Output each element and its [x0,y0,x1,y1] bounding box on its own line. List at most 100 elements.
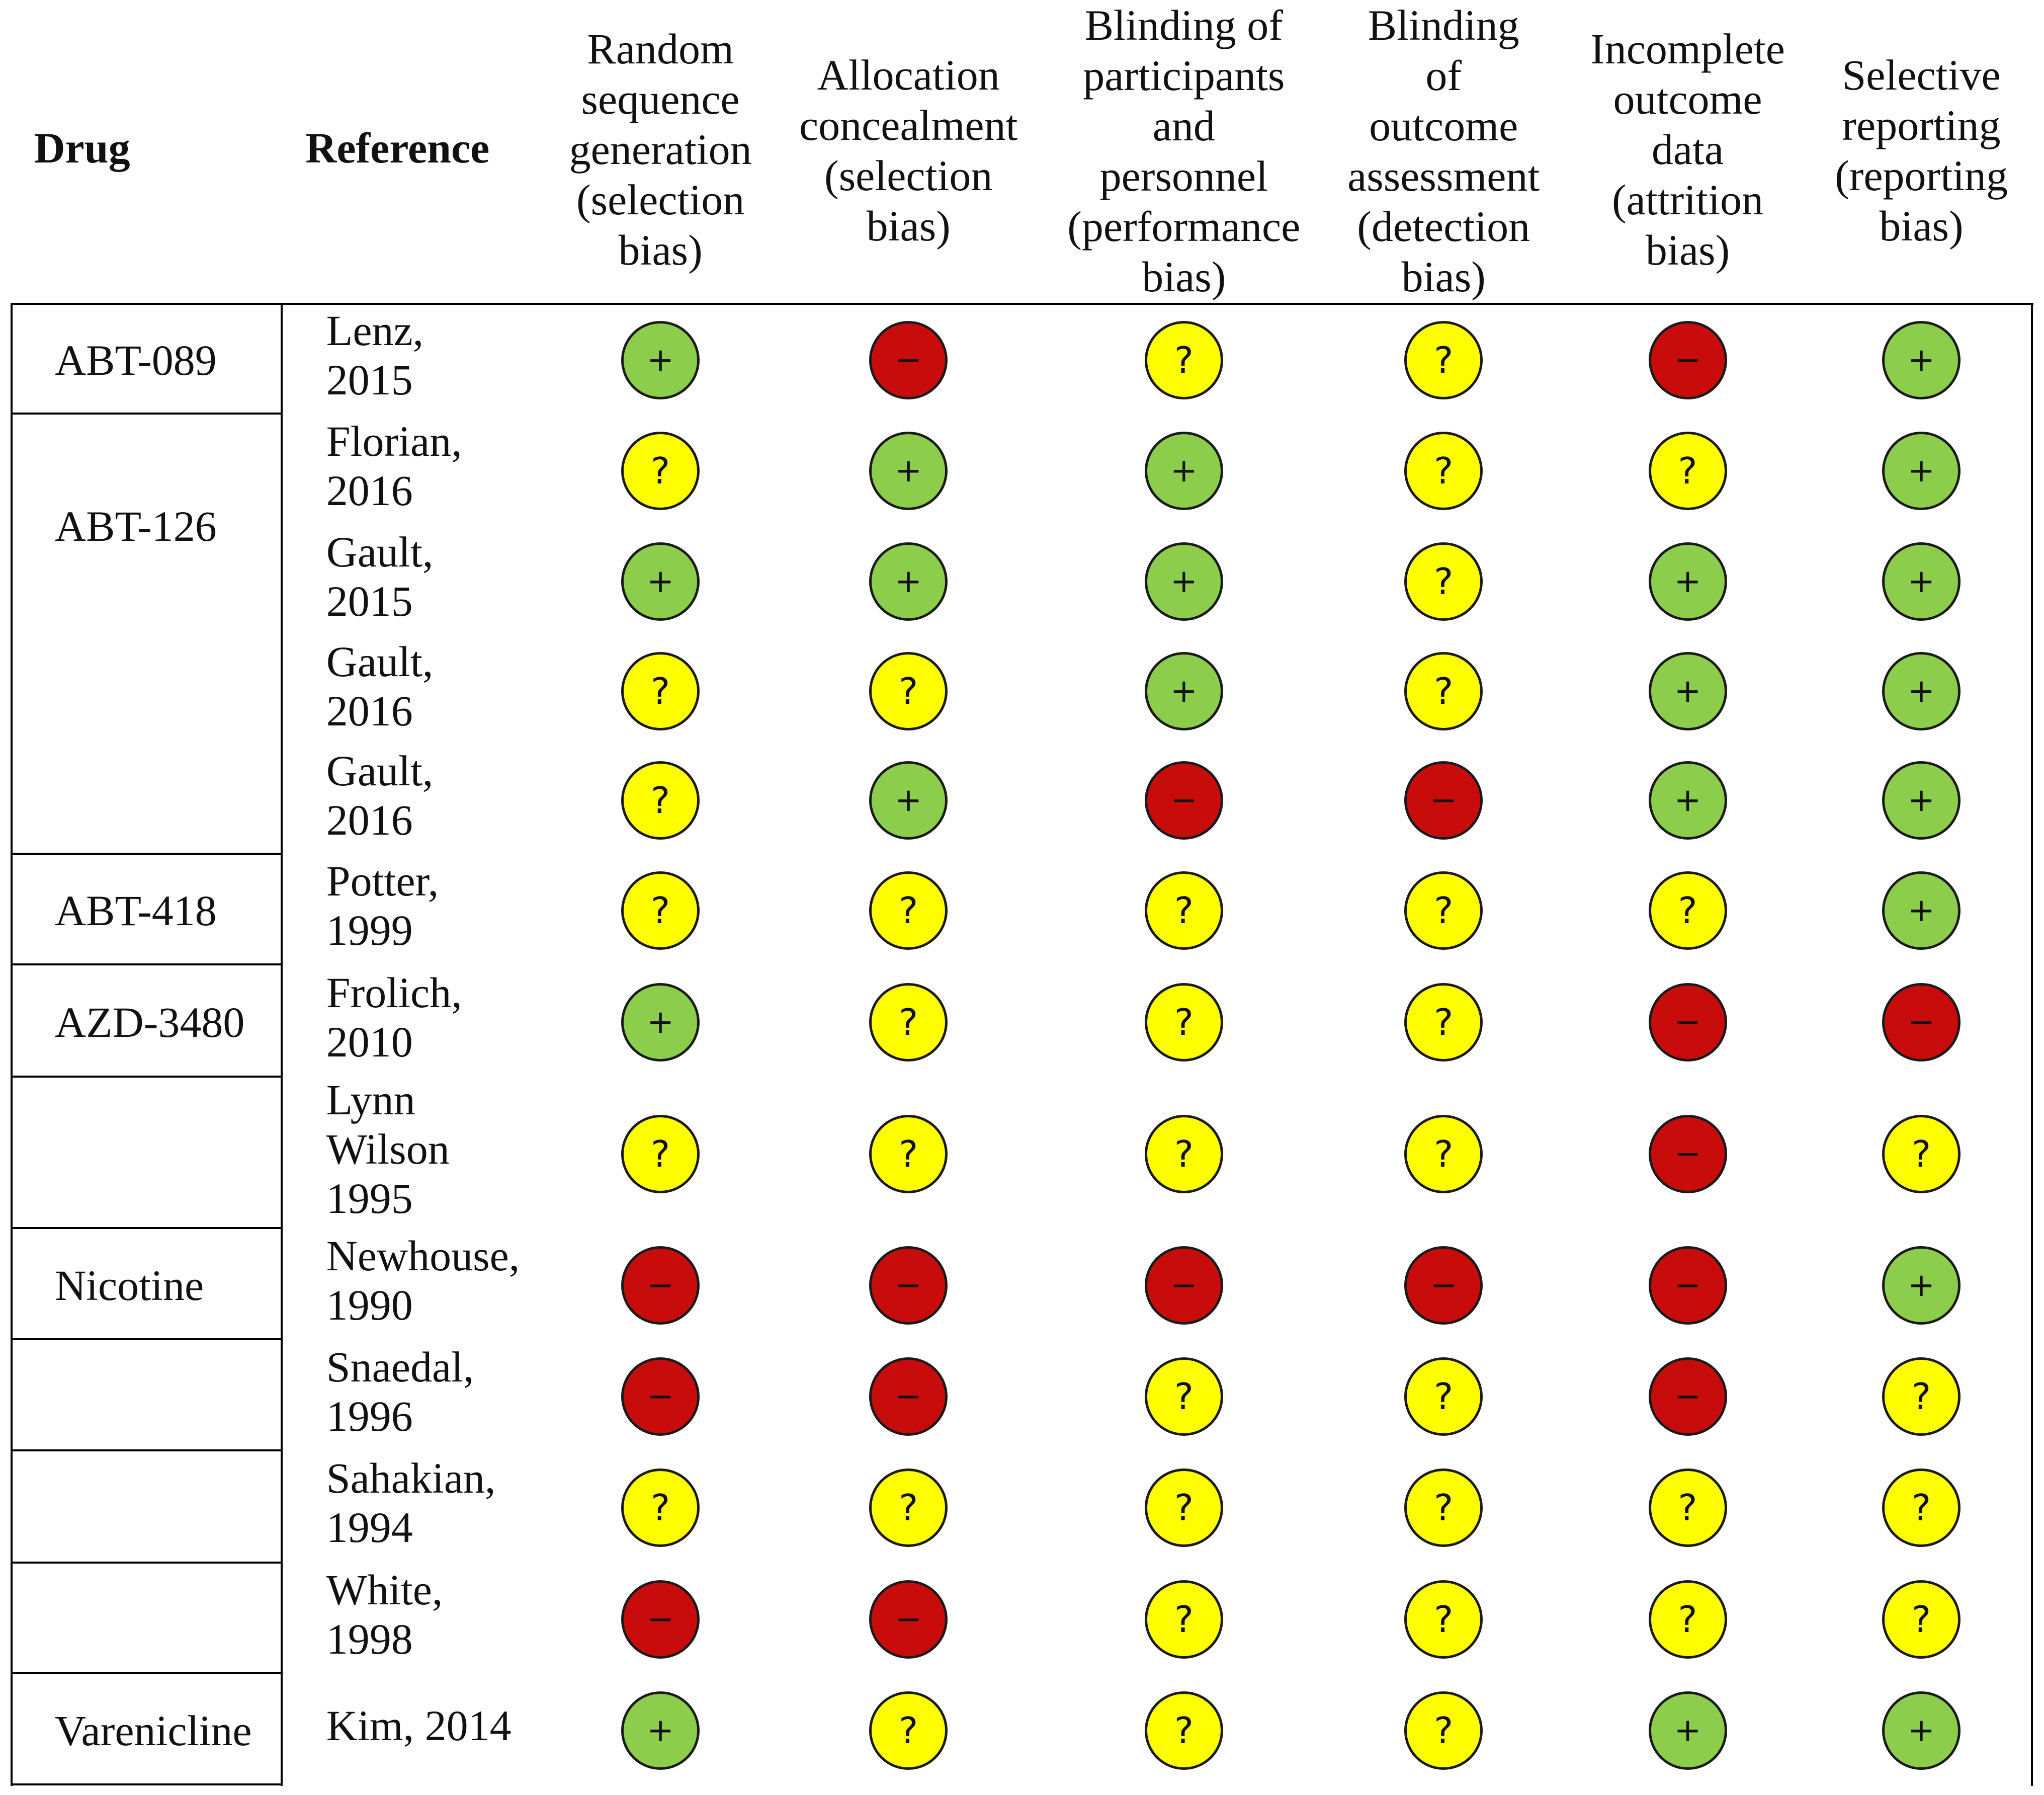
rating-low-icon: + [869,431,948,510]
reference-10: Snaedal, 1996 [326,1342,474,1440]
rating-low-icon: + [1144,431,1223,510]
rating-unclear-icon: ? [1648,871,1727,950]
rating-unclear-icon: ? [1404,871,1483,950]
drug-group-rule [10,1672,282,1675]
reference-9: Newhouse, 1990 [326,1231,520,1329]
rating-low-icon: + [1882,431,1961,510]
rating-low-icon: + [621,1691,700,1770]
rating-unclear-icon: ? [1404,542,1483,621]
drug-column-rule [280,303,283,1786]
drug-name: ABT-418 [54,886,217,935]
rating-unclear-icon: ? [1404,321,1483,400]
rating-unclear-icon: ? [1404,1580,1483,1659]
rating-low-icon: + [1648,542,1727,621]
drug-group-rule [10,1076,282,1078]
drug-name: AZD-3480 [54,998,245,1046]
rating-unclear-icon: ? [1144,1691,1223,1770]
rating-high-icon: − [869,1246,948,1325]
reference-2: Florian, 2016 [326,417,462,515]
rating-unclear-icon: ? [869,983,948,1062]
rating-low-icon: + [621,321,700,400]
rating-low-icon: + [1648,761,1727,840]
rating-low-icon: + [1882,761,1961,840]
header-random-sequence: Random sequence generation (selection bi… [569,24,752,274]
reference-8: Lynn Wilson 1995 [326,1076,450,1223]
header-incomplete-outcome: Incomplete outcome data (attrition bias) [1590,24,1785,274]
reference-11: Sahakian, 1994 [326,1454,496,1552]
drug-name: Nicotine [54,1261,204,1310]
rating-unclear-icon: ? [1144,871,1223,950]
drug-group-rule [10,963,282,966]
rating-high-icon: − [1144,1246,1223,1325]
rating-unclear-icon: ? [869,1115,948,1194]
rating-unclear-icon: ? [1404,1691,1483,1770]
rating-unclear-icon: ? [869,871,948,950]
drug-group-rule [10,1227,282,1230]
rating-high-icon: − [621,1357,700,1436]
rating-low-icon: + [1882,871,1961,950]
rating-unclear-icon: ? [1404,983,1483,1062]
rating-unclear-icon: ? [1144,1580,1223,1659]
rating-unclear-icon: ? [621,761,700,840]
rating-high-icon: − [869,1357,948,1436]
rating-high-icon: − [1144,761,1223,840]
table-bottom-rule [10,1783,282,1785]
drug-name: ABT-126 [54,502,217,550]
drug-group-rule [10,1561,282,1564]
header-drug: Drug [34,123,130,172]
header-blinding-outcome: Blinding of outcome assessment (detectio… [1347,1,1540,301]
rating-unclear-icon: ? [1882,1580,1961,1659]
rating-high-icon: − [1648,321,1727,400]
rating-low-icon: + [1648,1691,1727,1770]
header-reference: Reference [305,123,490,172]
rating-low-icon: + [1882,1691,1961,1770]
header-blinding-participants: Blinding of participants and personnel (… [1067,1,1301,301]
rating-high-icon: − [1648,983,1727,1062]
rating-high-icon: − [1648,1115,1727,1194]
table-left-rule [10,303,13,1786]
rating-high-icon: − [869,1580,948,1659]
header-allocation: Allocation concealment (selection bias) [799,50,1018,250]
rating-high-icon: − [869,321,948,400]
rating-unclear-icon: ? [1404,1468,1483,1547]
rating-unclear-icon: ? [1404,652,1483,731]
reference-3: Gault, 2015 [326,528,434,626]
rating-low-icon: + [1882,321,1961,400]
drug-group-rule [10,413,282,415]
rating-unclear-icon: ? [621,431,700,510]
rating-unclear-icon: ? [1404,1357,1483,1436]
rating-unclear-icon: ? [621,652,700,731]
rating-low-icon: + [1882,542,1961,621]
rating-unclear-icon: ? [621,1468,700,1547]
rating-low-icon: + [1882,652,1961,731]
rating-high-icon: − [621,1580,700,1659]
rating-unclear-icon: ? [1144,1357,1223,1436]
table-right-rule [2031,303,2033,1786]
rating-low-icon: + [621,542,700,621]
rating-low-icon: + [1144,542,1223,621]
rating-high-icon: − [1404,1246,1483,1325]
rating-unclear-icon: ? [1144,321,1223,400]
drug-group-rule [10,852,282,855]
table-top-rule [10,303,2034,305]
rating-unclear-icon: ? [1648,431,1727,510]
rating-unclear-icon: ? [1648,1580,1727,1659]
rating-high-icon: − [1648,1246,1727,1325]
drug-group-rule [10,1449,282,1451]
rating-low-icon: + [869,761,948,840]
reference-13: Kim, 2014 [326,1701,512,1750]
rating-high-icon: − [621,1246,700,1325]
rating-unclear-icon: ? [1144,1115,1223,1194]
reference-5: Gault, 2016 [326,746,434,844]
rating-unclear-icon: ? [1882,1357,1961,1436]
rating-low-icon: + [1648,652,1727,731]
rating-unclear-icon: ? [1882,1115,1961,1194]
header-selective-reporting: Selective reporting (reporting bias) [1835,50,2008,250]
rating-high-icon: − [1404,761,1483,840]
rating-unclear-icon: ? [1882,1468,1961,1547]
rating-high-icon: − [1648,1357,1727,1436]
rating-unclear-icon: ? [869,1691,948,1770]
rating-unclear-icon: ? [1144,1468,1223,1547]
rating-low-icon: + [621,983,700,1062]
